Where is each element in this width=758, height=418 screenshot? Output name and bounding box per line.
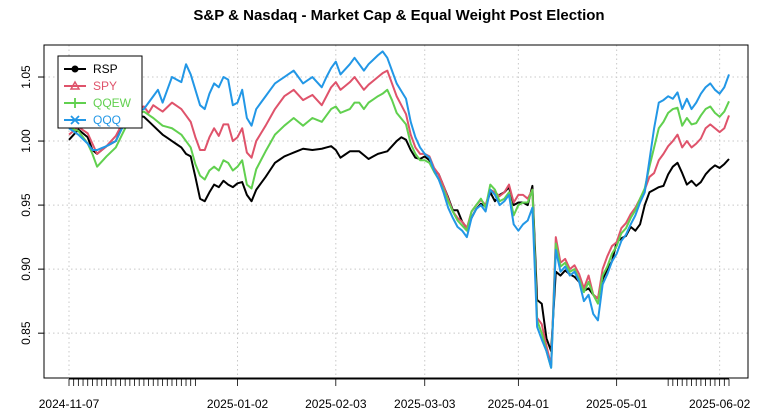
x-tick-label: 2025-04-01	[488, 397, 550, 411]
y-tick-label: 0.85	[19, 321, 33, 345]
x-tick-label: 2025-05-01	[586, 397, 648, 411]
chart-title: S&P & Nasdaq - Market Cap & Equal Weight…	[193, 7, 604, 24]
legend-marker-rsp	[71, 65, 79, 73]
x-tick-label: 2024-11-07	[39, 397, 100, 411]
axes: 0.85 0.90 0.95 1.00 1.05 2024-11-07 2025-01-02…	[19, 65, 751, 411]
y-tick-label: 1.00	[19, 129, 33, 153]
plot-frame	[43, 44, 749, 379]
legend-marker-spy	[69, 80, 81, 90]
x-tick-label: 2025-06-02	[689, 397, 751, 411]
y-tick-label: 1.05	[19, 65, 33, 89]
series-line-rsp	[68, 114, 730, 353]
legend-label-rsp: RSP	[93, 62, 118, 76]
x-tick-label: 2025-01-02	[207, 397, 269, 411]
legend: RSP SPY QQEW QQQ	[57, 55, 143, 129]
series-line-qqew	[68, 88, 730, 369]
y-tick-label: 0.90	[19, 257, 33, 281]
x-tick-label: 2025-02-03	[305, 397, 367, 411]
x-tick-label: 2025-03-03	[394, 397, 456, 411]
legend-label-qqq: QQQ	[93, 113, 121, 127]
legend-label-spy: SPY	[93, 79, 117, 93]
y-tick-label: 0.95	[19, 193, 33, 217]
legend-label-qqew: QQEW	[93, 96, 132, 110]
series-line-spy	[68, 69, 730, 367]
legend-marker-qqq	[70, 115, 80, 125]
series-lines	[68, 50, 730, 369]
series-line-qqq	[68, 50, 730, 369]
